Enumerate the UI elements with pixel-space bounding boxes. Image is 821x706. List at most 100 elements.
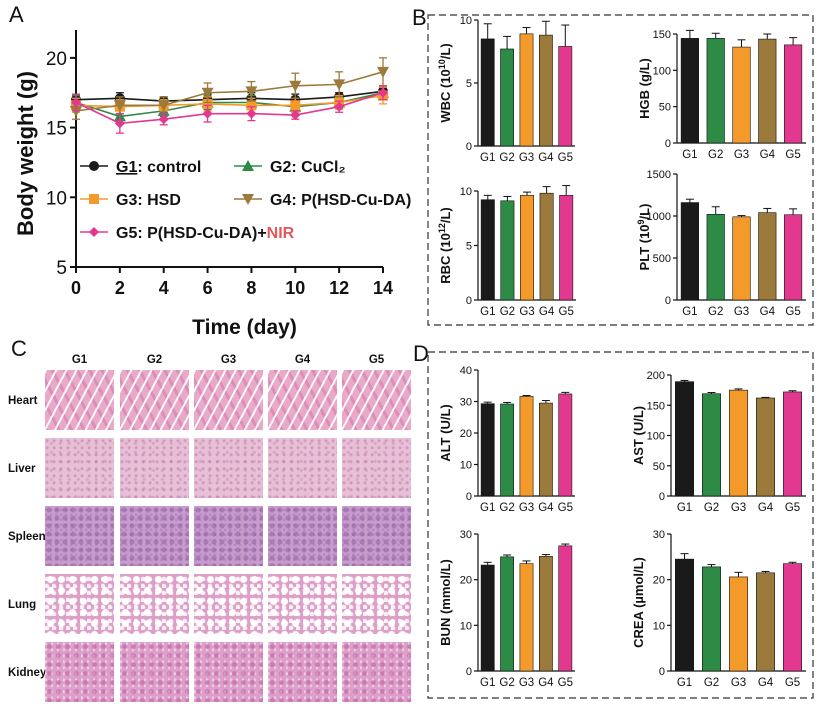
y-tick-label: 5 [466, 78, 472, 90]
bar-G4 [539, 402, 553, 497]
data-point [245, 86, 258, 98]
histo-row-label: Kidney [8, 667, 47, 679]
bar-G4 [539, 556, 553, 672]
y-tick-label: 100 [647, 431, 665, 443]
x-tick-label: G5 [558, 502, 573, 514]
histo-col-label: G1 [72, 354, 88, 366]
series-line [75, 94, 384, 108]
y-tick-label: 0 [665, 295, 671, 307]
bar-chart-hgb: 0 50 100 150 G1 G2 G3 G4 G5 HGB (g/L) [637, 29, 806, 161]
x-tick-label: G4 [758, 502, 774, 514]
bar-G3 [732, 46, 751, 144]
x-tick-label: G3 [734, 306, 749, 318]
data-point [201, 87, 214, 99]
y-tick-label: 0 [665, 138, 671, 150]
series-G5 [71, 85, 388, 134]
x-tick-label: 12 [329, 278, 349, 298]
histology-tile-liver-g5 [342, 438, 411, 498]
data-point [202, 108, 213, 119]
data-point [71, 97, 81, 108]
x-tick-label: 4 [159, 278, 169, 298]
x-tick-label: 14 [373, 278, 393, 298]
x-tick-label: G2 [704, 677, 719, 689]
x-tick-label: 2 [115, 278, 125, 298]
data-point [157, 100, 170, 112]
bar-G3 [519, 396, 534, 497]
x-tick-label: G2 [499, 677, 514, 689]
x-tick-label: 8 [246, 278, 256, 298]
y-tick-label: 30 [653, 529, 665, 541]
data-point [89, 194, 99, 204]
x-tick-label: 6 [203, 278, 213, 298]
y-tick-label: 20 [460, 575, 472, 587]
histology-tile-heart-g3 [194, 370, 263, 430]
histo-col-label: G2 [147, 354, 162, 366]
x-tick-label: G3 [731, 677, 746, 689]
bar-chart-plt: 0 500 1000 1500 G1 G2 G3 G4 G5 PLT (109/L) [636, 169, 806, 318]
y-tick-label: 40 [460, 365, 472, 377]
bar-G3 [732, 216, 751, 301]
bar-G5 [558, 545, 573, 672]
y-tick-label: 10 [460, 620, 472, 632]
y-tick-label: 1500 [647, 169, 671, 181]
x-tick-label: G5 [785, 502, 800, 514]
bar-chart-wbc: 0 5 10 G1 G2 G3 G4 G5 WBC (1010/L) [437, 15, 575, 164]
data-point [246, 108, 257, 119]
bar-G2 [702, 566, 721, 672]
x-tick-label: G1 [682, 149, 697, 161]
bar-G1 [480, 199, 495, 301]
y-axis-title: ALT (U/L) [438, 404, 453, 462]
x-tick-label: G4 [538, 677, 554, 689]
histology-tile-heart-g1 [45, 370, 114, 430]
data-point [378, 87, 388, 98]
series-line [75, 90, 384, 102]
y-axis-title: WBC (1010/L) [437, 43, 453, 122]
bar-G1 [480, 564, 495, 672]
x-tick-label: G5 [785, 677, 800, 689]
bar-G2 [702, 393, 721, 497]
x-tick-label: G4 [760, 306, 776, 318]
y-tick-label: 10 [653, 620, 665, 632]
bar-G4 [756, 397, 775, 497]
x-tick-label: G1 [682, 306, 697, 318]
y-tick-label: 20 [653, 575, 665, 587]
bar-G5 [784, 214, 803, 301]
histology-tile-liver-g2 [120, 438, 189, 498]
legend-label-G5: G5: P(HSD-Cu-DA)+NIR [116, 225, 295, 242]
x-tick-label: G5 [785, 149, 800, 161]
x-tick-label: G5 [559, 306, 574, 318]
legend-label-G3: G3: HSD [116, 192, 181, 209]
x-tick-label: G3 [731, 502, 746, 514]
histo-row-label: Liver [8, 463, 36, 475]
data-point [113, 100, 126, 112]
histology-tile-kidney-g1 [45, 642, 114, 702]
histology-tile-heart-g5 [342, 370, 411, 430]
data-point [114, 118, 125, 129]
y-tick-label: 5 [56, 258, 67, 279]
y-tick-label: 0 [659, 666, 665, 678]
y-axis-title: HGB (g/L) [637, 58, 652, 119]
data-point [89, 227, 99, 237]
panel-label-a: A [9, 2, 24, 27]
panel-label-c: C [11, 336, 27, 361]
y-tick-label: 15 [46, 119, 67, 140]
y-tick-label: 10 [460, 15, 472, 27]
y-axis-title: Body weight (g) [13, 71, 38, 236]
data-point [334, 101, 345, 112]
histology-tile-lung-g2 [120, 574, 189, 634]
y-tick-label: 10 [460, 186, 472, 198]
x-tick-label: 10 [285, 278, 305, 298]
x-axis-title: Time (day) [192, 316, 297, 339]
x-tick-label: G1 [480, 152, 495, 164]
y-axis-title: AST (U/L) [631, 406, 646, 465]
bar-G4 [758, 212, 777, 301]
histology-tile-kidney-g4 [268, 642, 337, 702]
x-tick-label: G1 [677, 502, 692, 514]
bar-G3 [520, 195, 534, 301]
x-tick-label: G3 [519, 502, 534, 514]
bar-chart-alt: 0 10 20 30 40 G1 G2 G3 G4 G5 ALT (U/L) [438, 365, 575, 514]
x-tick-label: 0 [71, 278, 81, 298]
legend-label-G2: G2: CuCl₂ [270, 159, 346, 176]
y-tick-label: 20 [46, 49, 67, 70]
